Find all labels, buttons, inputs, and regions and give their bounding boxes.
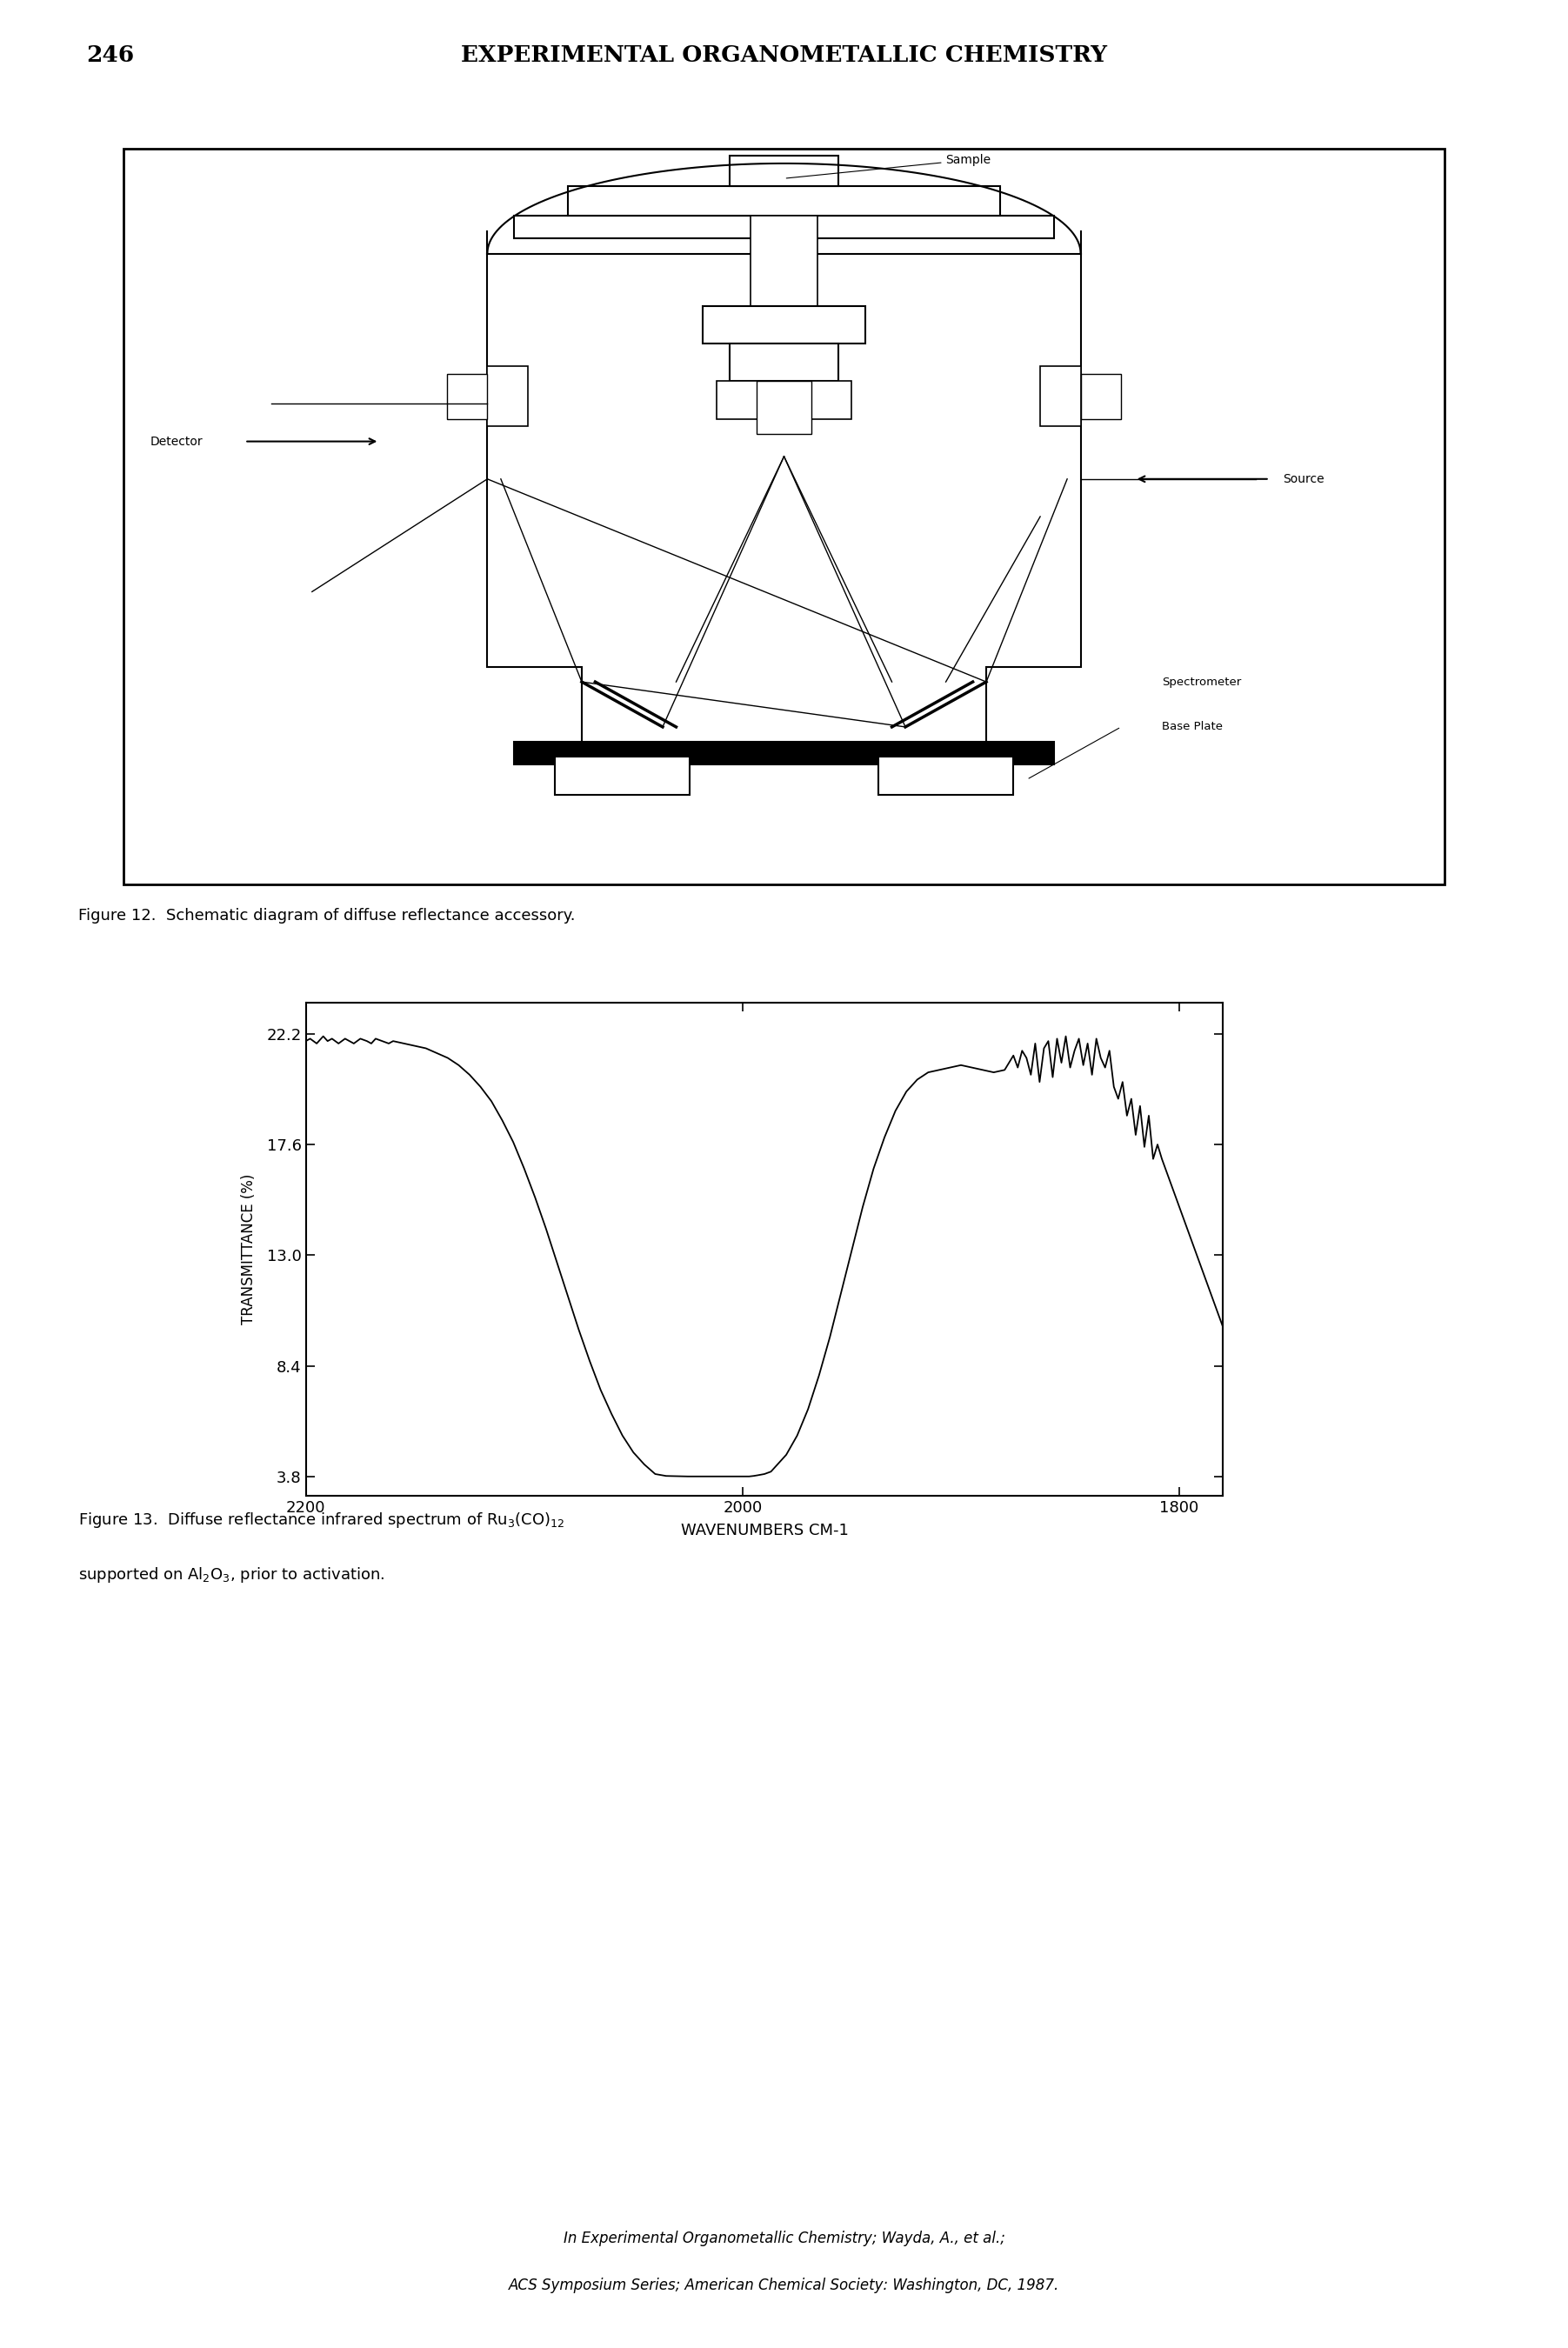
Text: supported on Al$_2$O$_3$, prior to activation.: supported on Al$_2$O$_3$, prior to activ… [78,1566,384,1585]
Bar [731,343,837,380]
Text: Figure 12.  Schematic diagram of diffuse reflectance accessory.: Figure 12. Schematic diagram of diffuse … [78,909,575,923]
Bar [731,155,837,185]
Text: Source: Source [1283,472,1325,486]
Bar [447,373,488,418]
Text: Detector: Detector [151,434,202,448]
Bar [514,216,1054,239]
X-axis label: WAVENUMBERS CM-1: WAVENUMBERS CM-1 [681,1524,848,1538]
Bar [757,380,811,434]
Polygon shape [488,254,1080,756]
Bar [717,380,851,418]
Text: Base Plate: Base Plate [1162,721,1223,733]
Text: Sample: Sample [787,155,991,178]
Text: EXPERIMENTAL ORGANOMETALLIC CHEMISTRY: EXPERIMENTAL ORGANOMETALLIC CHEMISTRY [461,45,1107,66]
Bar [514,742,1054,765]
Text: Figure 13.  Diffuse reflectance infrared spectrum of Ru$_3$(CO)$_{12}$: Figure 13. Diffuse reflectance infrared … [78,1510,564,1529]
Text: 246: 246 [86,45,135,66]
Bar [751,216,818,305]
Text: ACS Symposium Series; American Chemical Society: Washington, DC, 1987.: ACS Symposium Series; American Chemical … [508,2278,1060,2294]
Bar [488,366,528,427]
Text: In Experimental Organometallic Chemistry; Wayda, A., et al.;: In Experimental Organometallic Chemistry… [563,2231,1005,2247]
Bar [702,305,866,343]
Bar [1040,366,1080,427]
Bar [1080,373,1121,418]
Bar [555,756,690,794]
Bar [568,185,1000,216]
Bar [878,756,1013,794]
Y-axis label: TRANSMITTANCE (%): TRANSMITTANCE (%) [241,1174,257,1324]
Text: Spectrometer: Spectrometer [1162,676,1240,688]
